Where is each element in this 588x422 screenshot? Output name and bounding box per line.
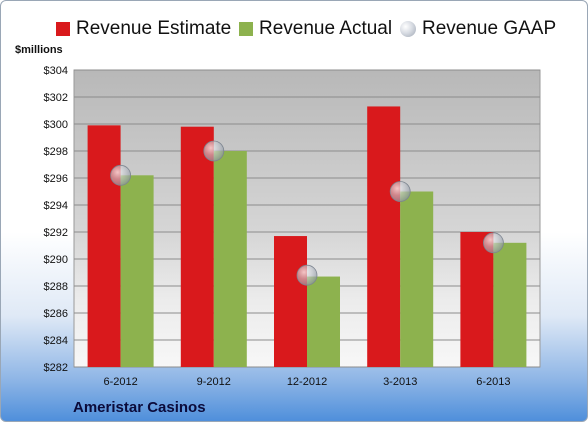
- estimate-bar: [87, 125, 121, 367]
- gaap-marker: [482, 232, 504, 254]
- actual-bar: [493, 242, 527, 367]
- y-tick-label: $284: [44, 335, 68, 347]
- legend-swatch-estimate: [56, 22, 70, 36]
- x-tick-label: 6-2013: [476, 376, 510, 388]
- gaap-marker: [110, 164, 131, 186]
- estimate-bar: [367, 106, 401, 367]
- actual-bar: [120, 175, 154, 367]
- legend-label-actual: Revenue Actual: [259, 18, 393, 39]
- y-tick-label: $282: [44, 362, 68, 374]
- gaap-marker: [203, 140, 225, 162]
- gaap-marker: [296, 264, 318, 286]
- y-tick-label: $304: [44, 65, 68, 77]
- estimate-bar: [274, 236, 307, 367]
- y-tick-label: $288: [44, 281, 68, 293]
- x-tick-label: 3-2013: [383, 376, 417, 388]
- legend-swatch-actual: [239, 22, 253, 36]
- y-axis-unit-label: $millions: [15, 44, 63, 56]
- y-tick-label: $302: [44, 92, 68, 104]
- y-tick-label: $298: [44, 146, 68, 158]
- y-tick-label: $300: [44, 119, 68, 131]
- actual-bar: [213, 151, 247, 367]
- y-tick-label: $290: [44, 254, 68, 266]
- y-tick-label: $296: [44, 173, 68, 185]
- x-tick-label: 12-2012: [287, 376, 327, 388]
- actual-bar: [307, 276, 340, 367]
- x-tick-label: 6-2012: [103, 376, 137, 388]
- legend-item-actual: Revenue Actual: [239, 15, 392, 43]
- legend-item-gaap: Revenue GAAP: [400, 15, 556, 43]
- gaap-marker: [389, 181, 411, 202]
- legend-label-estimate: Revenue Estimate: [76, 18, 232, 39]
- actual-bar: [400, 191, 434, 367]
- legend-label-gaap: Revenue GAAP: [422, 18, 557, 39]
- legend-item-estimate: Revenue Estimate: [56, 15, 231, 43]
- legend: Revenue Estimate Revenue Actual Revenue …: [1, 15, 587, 43]
- estimate-bar: [180, 126, 214, 367]
- x-tick-label: 9-2012: [197, 376, 231, 388]
- legend-dot-gaap: [400, 21, 416, 37]
- y-tick-label: $294: [44, 200, 68, 212]
- y-tick-label: $292: [44, 227, 68, 239]
- y-tick-label: $286: [44, 308, 68, 320]
- estimate-bar: [460, 232, 494, 367]
- company-name: Ameristar Casinos: [73, 399, 206, 416]
